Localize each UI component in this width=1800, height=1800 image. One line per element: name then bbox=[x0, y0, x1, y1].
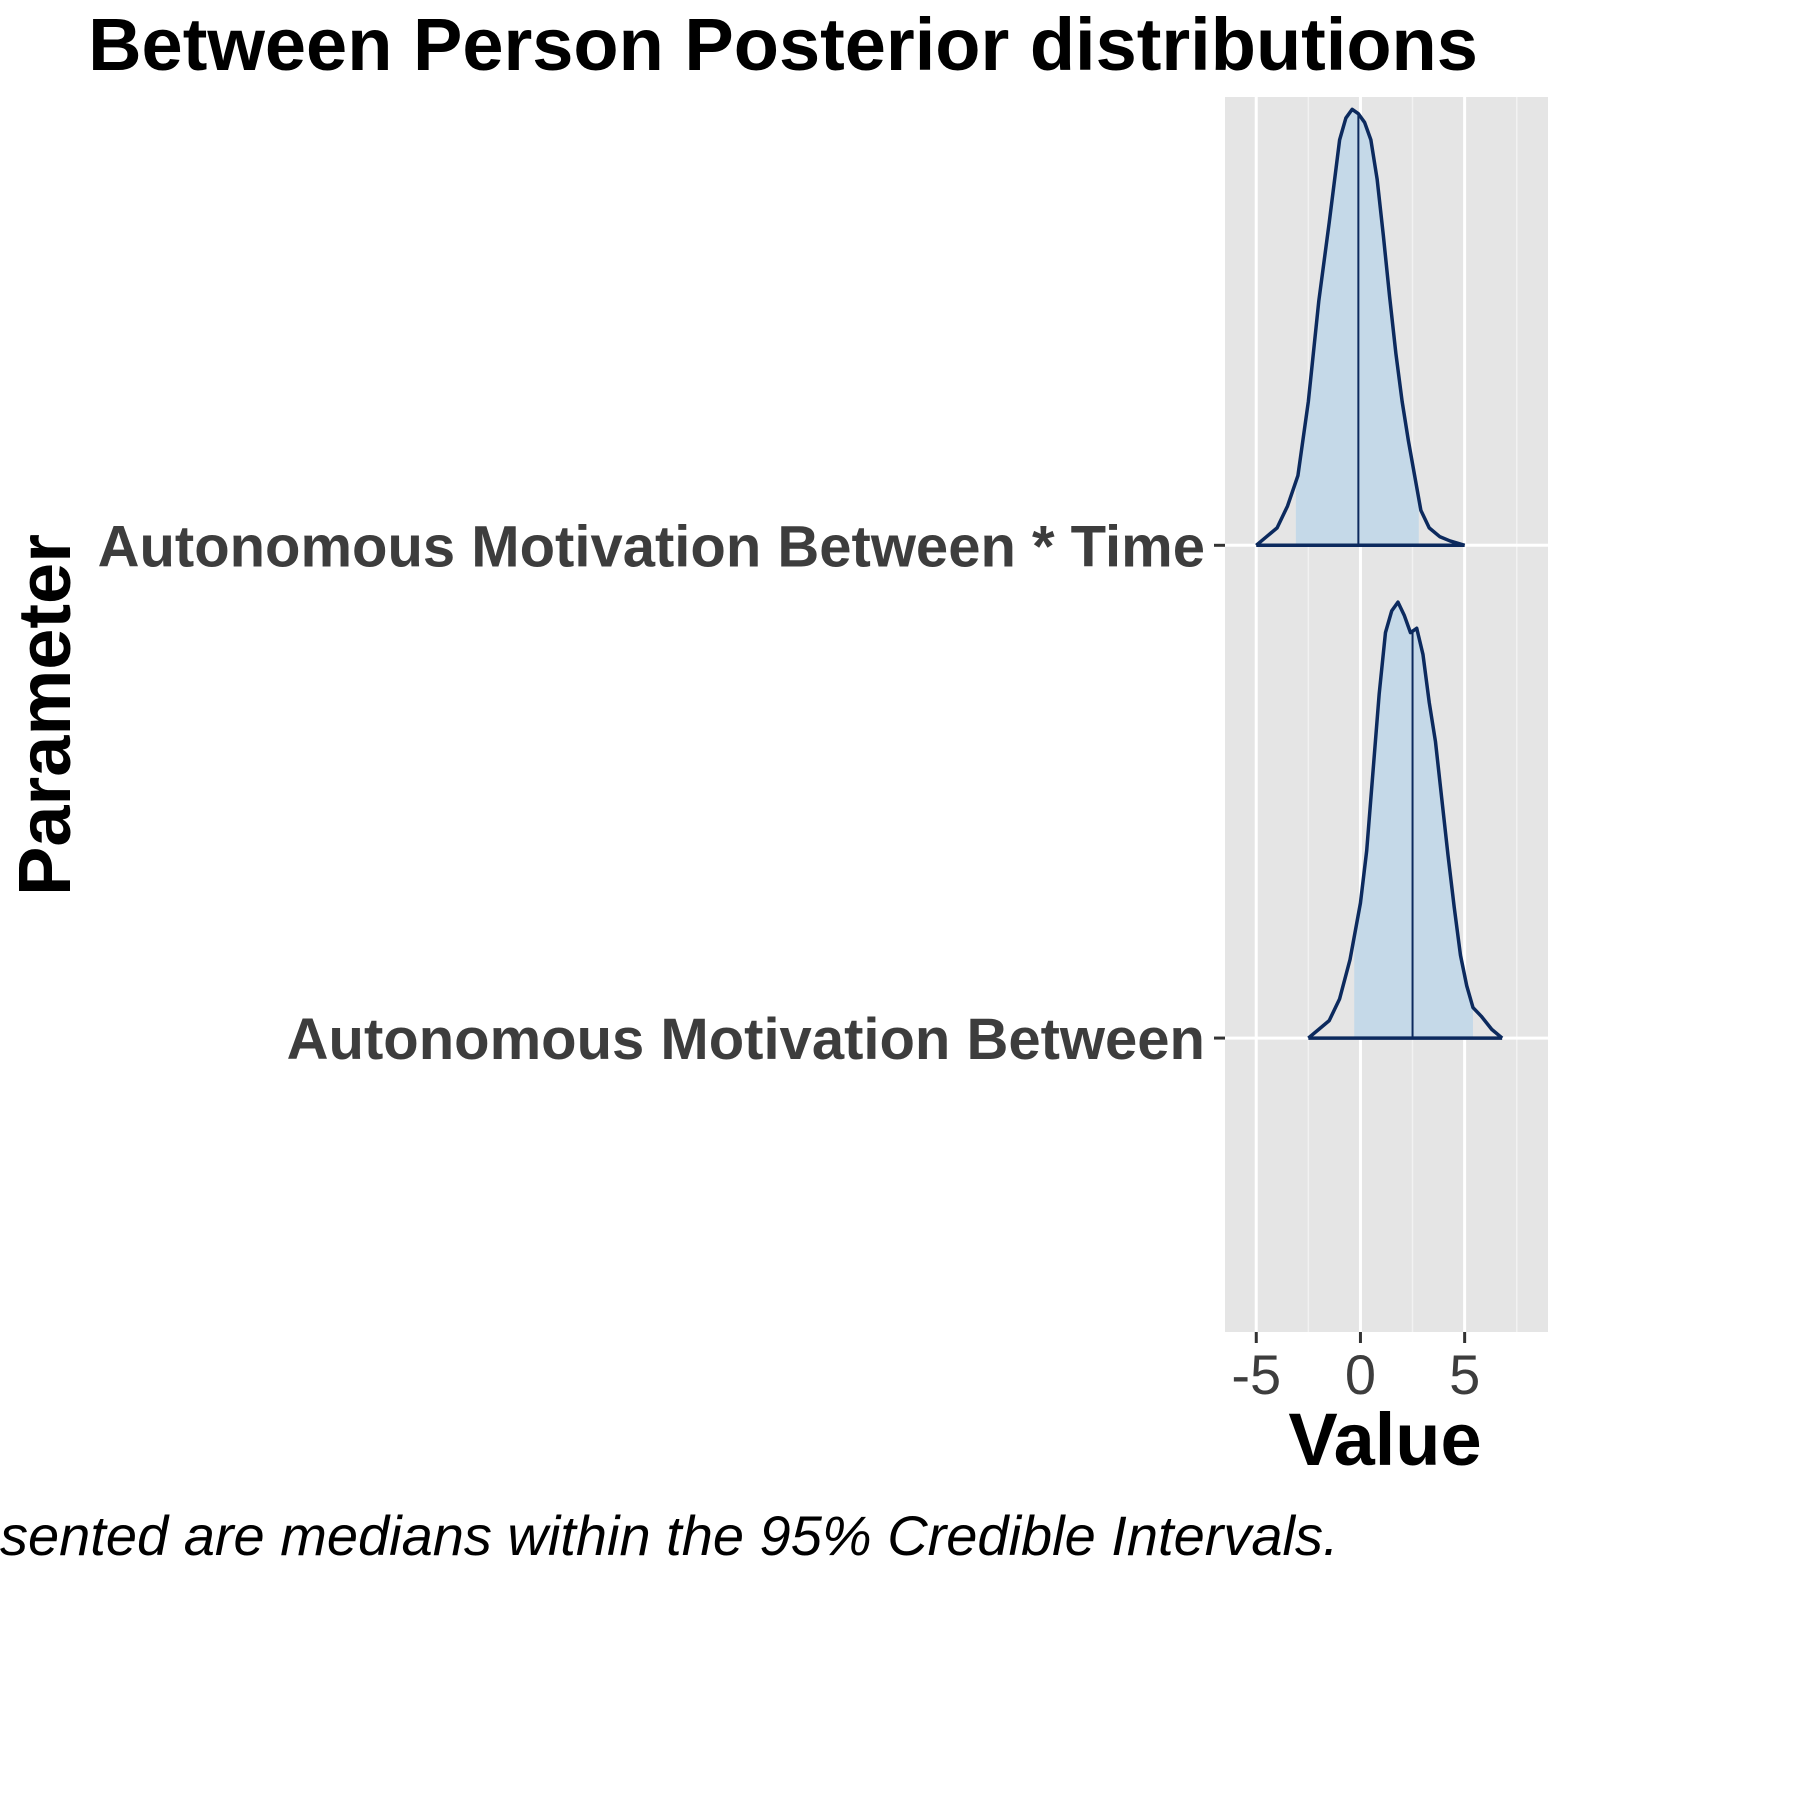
x-axis-label: Value bbox=[1288, 1398, 1481, 1481]
density-line bbox=[1255, 107, 1466, 547]
caption: sented are medians within the 95% Credib… bbox=[0, 1504, 1339, 1567]
density-line bbox=[1307, 600, 1504, 1040]
ridge-0 bbox=[1307, 600, 1504, 1040]
ci-area bbox=[1354, 602, 1473, 1039]
chart-title: Between Person Posterior distributions bbox=[88, 3, 1478, 86]
ridge-1 bbox=[1255, 107, 1466, 548]
x-tick-label: 5 bbox=[1449, 1343, 1480, 1406]
x-tick-label: -5 bbox=[1231, 1343, 1281, 1406]
x-tick-label: 0 bbox=[1345, 1343, 1376, 1406]
y-tick-label: Autonomous Motivation Between * Time bbox=[98, 514, 1205, 579]
y-axis-label: Parameter bbox=[3, 534, 86, 896]
y-tick-label: Autonomous Motivation Between bbox=[287, 1007, 1205, 1072]
density-ridges bbox=[1255, 107, 1504, 1040]
axes: Autonomous Motivation Between Autonomous … bbox=[98, 514, 1481, 1406]
ci-area bbox=[1295, 109, 1419, 546]
